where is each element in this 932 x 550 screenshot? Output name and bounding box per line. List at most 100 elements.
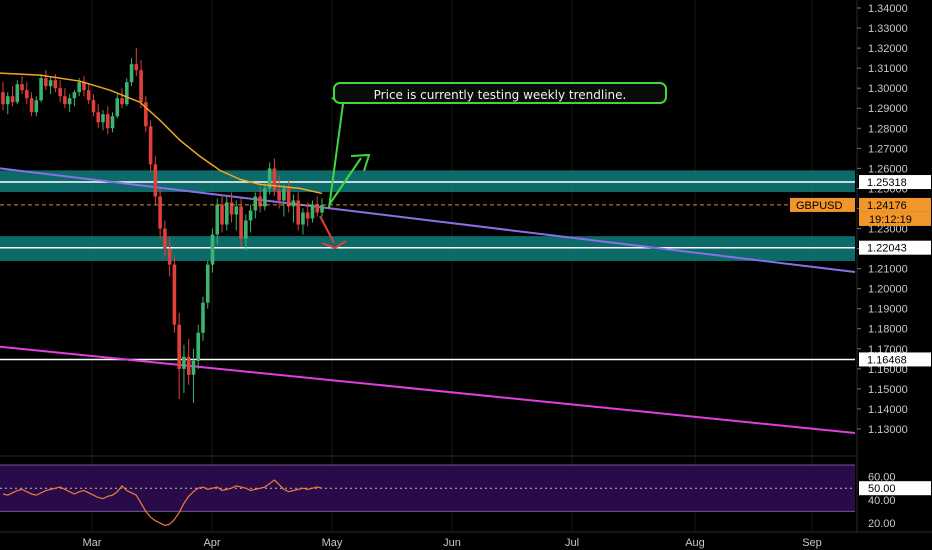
- candle-body-29: [139, 70, 143, 103]
- candle-56: [267, 162, 272, 195]
- rsi-current-tag-label: 50.00: [868, 483, 896, 495]
- candle-body-41: [196, 332, 201, 361]
- candle-body-2: [10, 96, 15, 103]
- candle-60: [286, 180, 291, 213]
- candle-0: [1, 82, 5, 111]
- candle-body-18: [86, 90, 91, 101]
- candle-body-21: [101, 114, 105, 123]
- price-tick-label-8: 1.26000: [868, 163, 908, 175]
- candle-body-36: [172, 264, 177, 325]
- candle-body-23: [110, 116, 115, 129]
- price-tick-label-16: 1.18000: [868, 324, 908, 336]
- candle-body-61: [291, 200, 296, 207]
- candle-18: [86, 84, 91, 105]
- candle-body-67: [320, 204, 324, 213]
- candle-36: [172, 256, 177, 333]
- candle-body-24: [115, 98, 120, 117]
- candle-50: [239, 198, 243, 247]
- candle-body-11: [53, 80, 58, 89]
- candle-42: [201, 296, 205, 341]
- trendline-annotation: Price is currently testing weekly trendl…: [333, 82, 667, 104]
- candle-body-60: [286, 188, 291, 207]
- candle-59: [282, 184, 286, 217]
- candle-21: [101, 110, 105, 131]
- trendline-0: [0, 167, 856, 274]
- candle-51: [244, 214, 248, 251]
- candle-17: [82, 76, 86, 97]
- candle-13: [63, 88, 67, 109]
- candle-body-54: [258, 196, 262, 207]
- candle-body-39: [186, 356, 191, 375]
- symbol-tag-label: GBPUSD: [796, 200, 843, 212]
- bearish-arrow-head: [321, 240, 347, 250]
- candle-31: [148, 120, 153, 173]
- price-tick-label-3: 1.31000: [868, 63, 908, 75]
- candle-body-50: [239, 206, 243, 239]
- candle-45: [215, 198, 220, 245]
- price-tick-label-5: 1.29000: [868, 103, 908, 115]
- candle-body-20: [96, 112, 101, 123]
- candle-25: [120, 88, 124, 109]
- candle-body-8: [39, 78, 43, 101]
- candle-4: [20, 76, 24, 95]
- candle-47: [224, 196, 229, 231]
- candle-28: [134, 48, 139, 77]
- candle-55: [263, 182, 267, 211]
- candle-body-13: [63, 96, 67, 105]
- rsi-tick-label-2: 20.00: [868, 518, 896, 530]
- candle-48: [229, 192, 234, 223]
- candle-body-22: [105, 114, 110, 129]
- candle-body-53: [253, 196, 258, 211]
- candle-62: [296, 192, 300, 231]
- price-tick-label-2: 1.32000: [868, 43, 908, 55]
- candle-1: [5, 92, 10, 115]
- price-tick-label-15: 1.19000: [868, 304, 908, 316]
- last-price-tag-label: 1.24176: [867, 200, 907, 212]
- price-tick-label-19: 1.15000: [868, 384, 908, 396]
- bullish-arrow: [328, 157, 362, 206]
- candle-body-64: [305, 212, 310, 219]
- moving-average-line: [0, 72, 323, 195]
- price-tick-label-20: 1.14000: [868, 404, 908, 416]
- time-tick-label-6: Sep: [802, 537, 822, 549]
- candle-body-35: [167, 248, 172, 265]
- candle-body-62: [296, 200, 300, 225]
- candle-65: [310, 200, 315, 223]
- price-tick-label-6: 1.28000: [868, 123, 908, 135]
- candle-43: [205, 260, 210, 309]
- candle-body-52: [248, 210, 253, 221]
- candle-body-5: [25, 90, 29, 99]
- candle-52: [248, 204, 253, 233]
- candle-body-56: [267, 168, 272, 189]
- rsi-tick-label-0: 60.00: [868, 472, 896, 484]
- candle-body-1: [5, 96, 10, 105]
- candle-22: [105, 106, 110, 135]
- candle-39: [186, 338, 191, 385]
- candle-6: [29, 92, 34, 117]
- price-tick-label-4: 1.30000: [868, 83, 908, 95]
- candle-body-45: [215, 204, 220, 235]
- candle-5: [25, 82, 29, 105]
- candle-body-7: [34, 100, 39, 113]
- time-tick-label-1: Apr: [203, 537, 220, 549]
- price-tick-label-7: 1.27000: [868, 143, 908, 155]
- candle-body-19: [91, 100, 96, 113]
- candle-61: [291, 194, 296, 223]
- candle-23: [110, 112, 115, 133]
- candle-body-63: [301, 212, 305, 225]
- candle-body-44: [210, 234, 215, 265]
- candle-body-4: [20, 84, 24, 91]
- candle-58: [277, 176, 281, 209]
- candle-body-17: [82, 82, 86, 91]
- price-tick-label-18: 1.16000: [868, 364, 908, 376]
- candle-body-59: [282, 188, 286, 201]
- countdown-tag-bg: [859, 211, 931, 226]
- candle-49: [234, 200, 239, 231]
- rsi-band: [0, 464, 855, 512]
- time-tick-label-4: Jul: [565, 537, 579, 549]
- candle-19: [91, 94, 96, 117]
- price-tick-label-21: 1.13000: [868, 424, 908, 436]
- candle-body-27: [129, 64, 134, 83]
- candle-26: [124, 78, 129, 107]
- candle-body-37: [177, 324, 181, 369]
